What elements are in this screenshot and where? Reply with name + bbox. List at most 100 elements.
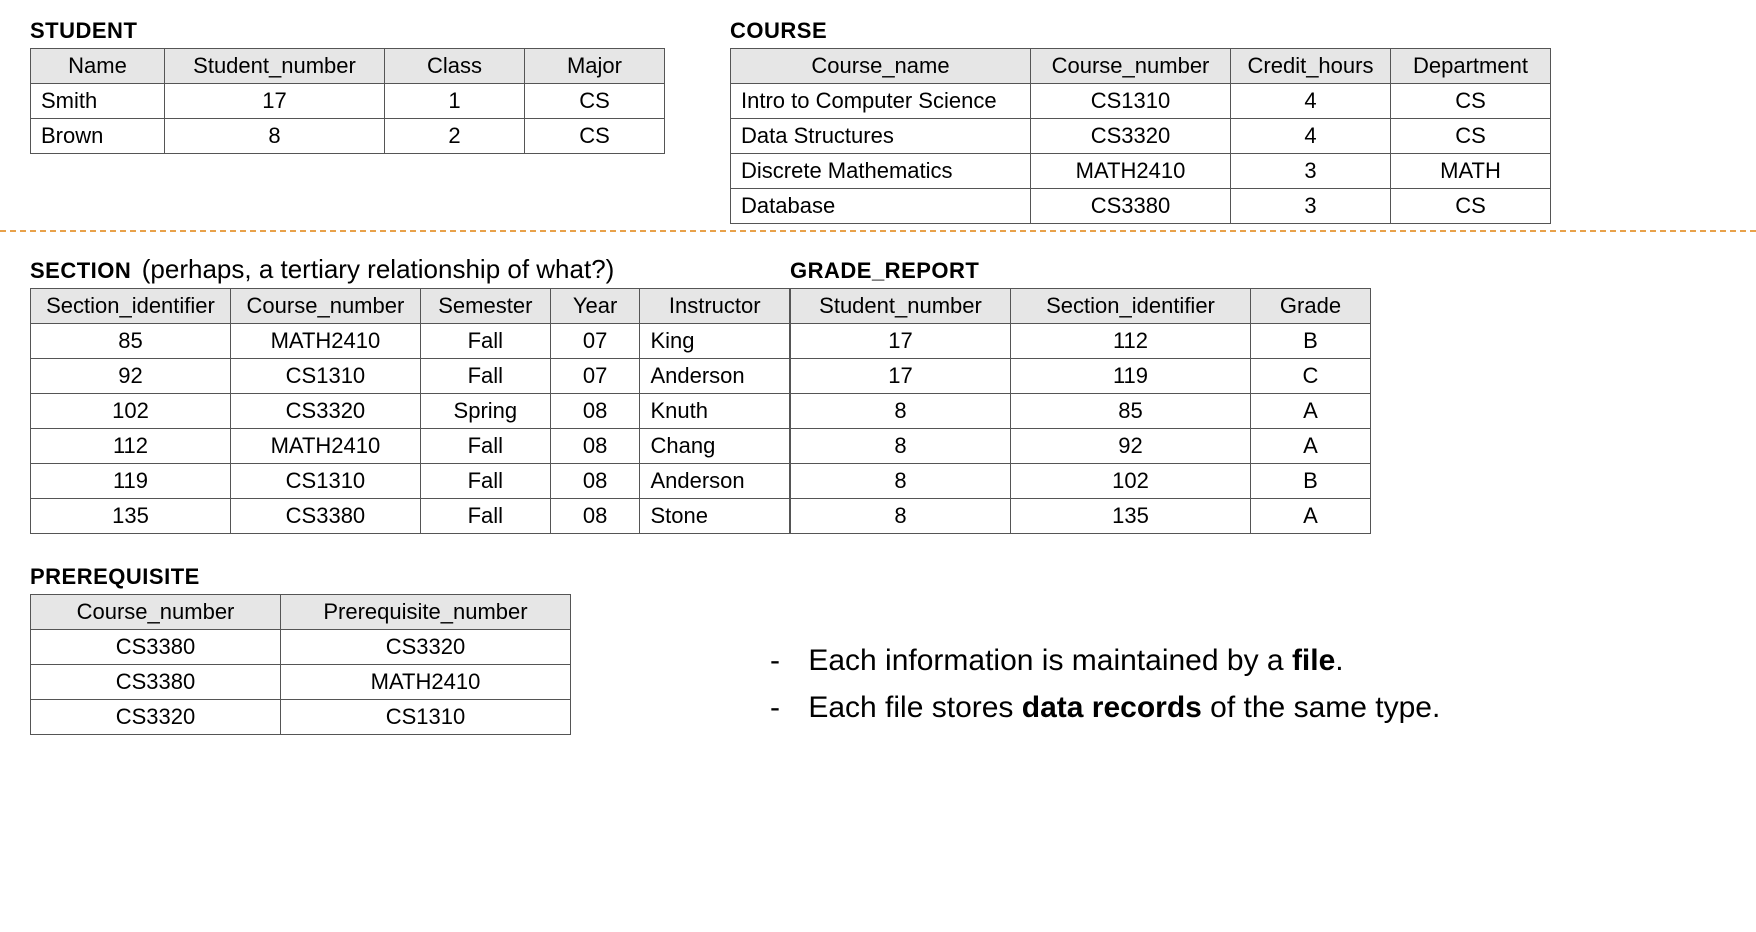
course-header-cell: Credit_hours [1231, 49, 1391, 84]
section-cell: CS1310 [230, 359, 420, 394]
grade-report-row: 8102B [791, 464, 1371, 499]
section-cell: Knuth [640, 394, 790, 429]
prerequisite-row: CS3380CS3320 [31, 630, 571, 665]
section-cell: 112 [31, 429, 231, 464]
grade-report-cell: A [1251, 499, 1371, 534]
section-cell: 92 [31, 359, 231, 394]
section-cell: Anderson [640, 359, 790, 394]
grade-report-row: 17119C [791, 359, 1371, 394]
student-block: STUDENT NameStudent_numberClassMajorSmit… [30, 12, 730, 154]
course-cell: CS [1391, 84, 1551, 119]
grade-report-row: 8135A [791, 499, 1371, 534]
grade-report-header-cell: Student_number [791, 289, 1011, 324]
grade-report-cell: 102 [1011, 464, 1251, 499]
grade-report-cell: C [1251, 359, 1371, 394]
section-cell: 07 [550, 324, 640, 359]
student-header-cell: Student_number [165, 49, 385, 84]
student-cell: 1 [385, 84, 525, 119]
course-cell: Data Structures [731, 119, 1031, 154]
grade-report-cell: 17 [791, 324, 1011, 359]
course-row: Discrete MathematicsMATH24103MATH [731, 154, 1551, 189]
prerequisite-table: Course_numberPrerequisite_numberCS3380CS… [30, 594, 571, 735]
section-title: SECTION [30, 258, 131, 284]
dashed-divider [0, 230, 1756, 232]
prerequisite-cell: CS3380 [31, 630, 281, 665]
course-cell: 4 [1231, 119, 1391, 154]
student-cell: 2 [385, 119, 525, 154]
student-table: NameStudent_numberClassMajorSmith171CSBr… [30, 48, 665, 154]
prerequisite-header-cell: Course_number [31, 595, 281, 630]
section-cell: 102 [31, 394, 231, 429]
course-table: Course_nameCourse_numberCredit_hoursDepa… [730, 48, 1551, 224]
grade-report-block: GRADE_REPORT Student_numberSection_ident… [790, 252, 1726, 534]
course-cell: CS [1391, 189, 1551, 224]
student-header-cell: Name [31, 49, 165, 84]
course-cell: Intro to Computer Science [731, 84, 1031, 119]
page-root: STUDENT NameStudent_numberClassMajorSmit… [0, 0, 1756, 932]
course-title: COURSE [730, 18, 1726, 44]
student-cell: CS [525, 119, 665, 154]
course-cell: 3 [1231, 154, 1391, 189]
section-header-cell: Year [550, 289, 640, 324]
grade-report-cell: 8 [791, 429, 1011, 464]
bullets-list: - Each information is maintained by a fi… [770, 638, 1726, 731]
section-cell: King [640, 324, 790, 359]
section-cell: 08 [550, 464, 640, 499]
section-cell: 119 [31, 464, 231, 499]
section-cell: 08 [550, 429, 640, 464]
section-cell: 08 [550, 394, 640, 429]
section-cell: Fall [420, 464, 550, 499]
prerequisite-cell: MATH2410 [281, 665, 571, 700]
section-cell: CS1310 [230, 464, 420, 499]
section-cell: MATH2410 [230, 324, 420, 359]
course-cell: 3 [1231, 189, 1391, 224]
course-row: Intro to Computer ScienceCS13104CS [731, 84, 1551, 119]
section-header-row: Section_identifierCourse_numberSemesterY… [31, 289, 790, 324]
course-header-cell: Department [1391, 49, 1551, 84]
grade-report-cell: 92 [1011, 429, 1251, 464]
course-row: Data StructuresCS33204CS [731, 119, 1551, 154]
row-bottom: PREREQUISITE Course_numberPrerequisite_n… [30, 558, 1726, 735]
bullet-dash: - [770, 685, 800, 732]
course-cell: CS3320 [1031, 119, 1231, 154]
grade-report-cell: 135 [1011, 499, 1251, 534]
grade-report-cell: A [1251, 394, 1371, 429]
bullets-block: - Each information is maintained by a fi… [730, 558, 1726, 731]
student-title: STUDENT [30, 18, 730, 44]
row-top: STUDENT NameStudent_numberClassMajorSmit… [30, 12, 1726, 224]
student-header-cell: Major [525, 49, 665, 84]
section-cell: Fall [420, 324, 550, 359]
section-header-cell: Course_number [230, 289, 420, 324]
prerequisite-header-cell: Prerequisite_number [281, 595, 571, 630]
student-header-row: NameStudent_numberClassMajor [31, 49, 665, 84]
student-cell: Brown [31, 119, 165, 154]
section-cell: MATH2410 [230, 429, 420, 464]
course-header-cell: Course_name [731, 49, 1031, 84]
grade-report-cell: 119 [1011, 359, 1251, 394]
prerequisite-cell: CS3320 [281, 630, 571, 665]
grade-report-cell: B [1251, 464, 1371, 499]
section-annotation: (perhaps, a tertiary relationship of wha… [142, 254, 615, 285]
bullet-text: Each file stores [800, 691, 1022, 724]
course-cell: 4 [1231, 84, 1391, 119]
student-cell: 8 [165, 119, 385, 154]
grade-report-cell: 8 [791, 499, 1011, 534]
section-row: 119CS1310Fall08Anderson [31, 464, 790, 499]
section-cell: CS3380 [230, 499, 420, 534]
grade-report-row: 17112B [791, 324, 1371, 359]
grade-report-cell: 85 [1011, 394, 1251, 429]
bullet-bold: file [1292, 644, 1335, 677]
grade-report-cell: 8 [791, 394, 1011, 429]
grade-report-header-cell: Grade [1251, 289, 1371, 324]
bullet-text: of the same type. [1202, 691, 1440, 724]
prerequisite-header-row: Course_numberPrerequisite_number [31, 595, 571, 630]
prerequisite-cell: CS1310 [281, 700, 571, 735]
bullet-bold: data records [1022, 691, 1202, 724]
section-row: 85MATH2410Fall07King [31, 324, 790, 359]
course-header-cell: Course_number [1031, 49, 1231, 84]
section-cell: 135 [31, 499, 231, 534]
section-header-cell: Semester [420, 289, 550, 324]
course-cell: Discrete Mathematics [731, 154, 1031, 189]
bullet-dash: - [770, 638, 800, 685]
section-row: 112MATH2410Fall08Chang [31, 429, 790, 464]
